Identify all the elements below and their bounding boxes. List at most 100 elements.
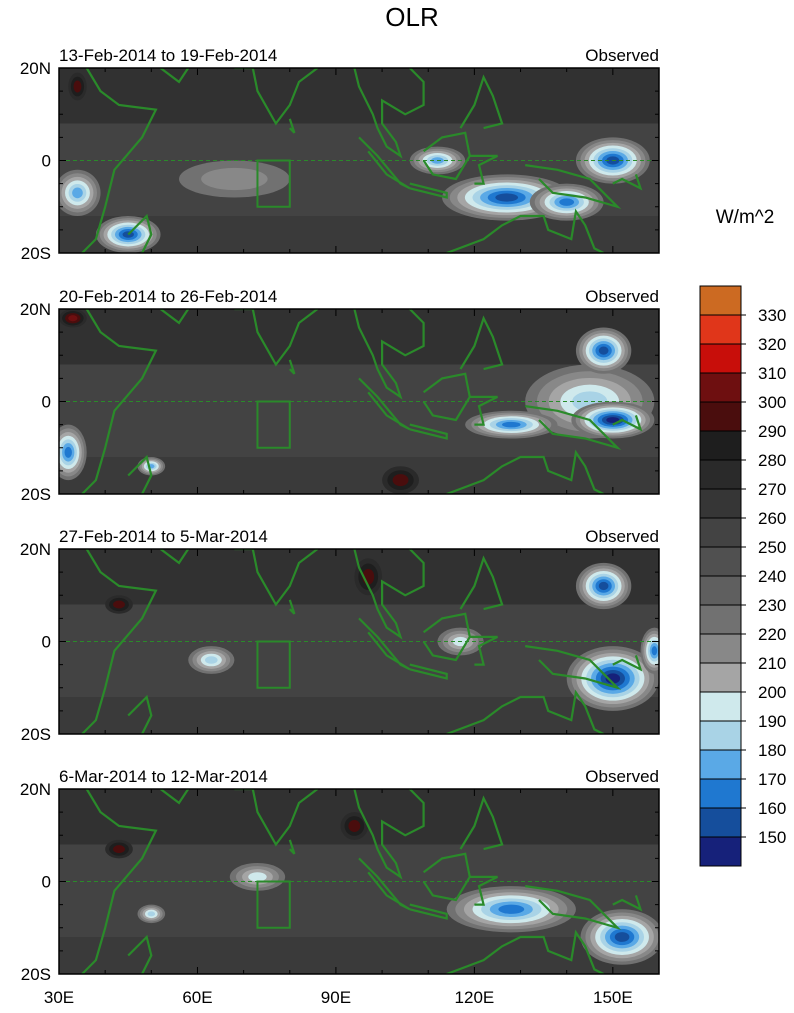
colorbar-label: 230 [758, 596, 786, 615]
colorbar-box [699, 314, 742, 345]
region-box [256, 159, 291, 208]
figure-title: OLR [385, 2, 438, 32]
colorbar-label: 170 [758, 770, 786, 789]
coastline [81, 549, 158, 734]
coastline [159, 789, 190, 805]
olr-contour [248, 872, 267, 882]
coastline [353, 68, 425, 159]
colorbar-unit-label: W/m^2 [716, 207, 775, 228]
coastline [288, 599, 296, 615]
colorbar-box [699, 459, 742, 490]
coastline [81, 789, 158, 974]
panel-date-range: 27-Feb-2014 to 5-Mar-2014 [59, 527, 268, 546]
colorbar-label: 180 [758, 741, 786, 760]
y-tick-label: 0 [42, 393, 51, 412]
colorbar-label: 260 [758, 509, 786, 528]
olr-contour [113, 600, 125, 609]
panel-date-range: 20-Feb-2014 to 26-Feb-2014 [59, 287, 277, 306]
coastline [469, 875, 498, 906]
coastline [409, 423, 448, 440]
coastline [525, 164, 622, 210]
y-tick-label: 0 [42, 873, 51, 892]
panel-status: Observed [585, 527, 659, 546]
coastline [459, 795, 504, 851]
panel-status: Observed [585, 287, 659, 306]
olr-contour [559, 198, 575, 206]
map-panel: 20N 0 20S 13-Feb-2014 to 19-Feb-2014 Observe… [20, 46, 660, 263]
coastline [288, 839, 296, 855]
coastline [159, 68, 190, 84]
x-tick-label: 60E [182, 988, 212, 1007]
colorbar-box [699, 488, 742, 519]
colorbar-box [699, 749, 742, 780]
olr-contour [598, 346, 609, 355]
panel-status: Observed [585, 767, 659, 786]
olr-contour [605, 673, 621, 684]
olr-contour [606, 417, 620, 423]
colorbar-label: 270 [758, 480, 786, 499]
colorbar-box [699, 836, 742, 867]
colorbar-box [699, 691, 742, 722]
map-panels: 20N 0 20S 13-Feb-2014 to 19-Feb-2014 Observe… [20, 46, 660, 1007]
coastline [459, 315, 504, 371]
olr-contour [73, 80, 82, 93]
coastline [409, 663, 448, 680]
coastline [446, 929, 605, 974]
coastline [469, 154, 498, 185]
olr-contour [201, 167, 268, 191]
colorbar-label: 330 [758, 306, 786, 325]
coastline [612, 655, 643, 672]
coastline [612, 895, 643, 912]
coastline [612, 174, 643, 191]
coastline [127, 213, 153, 253]
colorbar-box [699, 285, 742, 316]
coastline [446, 449, 605, 494]
coastline [525, 645, 622, 691]
coastline [234, 789, 319, 847]
panel-date-range: 13-Feb-2014 to 19-Feb-2014 [59, 46, 277, 65]
x-tick-label: 150E [593, 988, 633, 1007]
coastline [159, 549, 190, 565]
colorbar-label: 190 [758, 712, 786, 731]
y-tick-label: 20N [20, 540, 51, 559]
coastline [358, 857, 411, 911]
colorbar-label: 250 [758, 538, 786, 557]
y-tick-label: 20S [21, 485, 51, 504]
coastline [409, 903, 448, 920]
olr-contour [113, 845, 125, 854]
olr-contour [72, 187, 83, 199]
olr-contour [205, 656, 218, 664]
y-tick-label: 20S [21, 244, 51, 263]
colorbar-box [699, 778, 742, 809]
colorbar: 330 320 310 300 290 280 270 260 250 240 230 220 210 2… [699, 285, 786, 867]
olr-contour [68, 315, 78, 322]
coastline [81, 68, 158, 253]
coastline [409, 182, 448, 199]
map-field [59, 789, 659, 974]
coastline [234, 549, 319, 607]
colorbar-box [699, 343, 742, 374]
colorbar-label: 300 [758, 393, 786, 412]
y-tick-label: 20N [20, 59, 51, 78]
olr-contour [348, 820, 361, 832]
coastline [234, 309, 319, 367]
olr-contour [651, 646, 658, 656]
colorbar-box [699, 372, 742, 403]
colorbar-box [699, 401, 742, 432]
colorbar-box [699, 807, 742, 838]
y-tick-label: 20N [20, 300, 51, 319]
colorbar-label: 320 [758, 335, 786, 354]
map-panel: 20N 0 20S 27-Feb-2014 to 5-Mar-2014 Observed [20, 527, 660, 744]
olr-contour [502, 421, 521, 428]
colorbar-box [699, 604, 742, 635]
panel-date-range: 6-Mar-2014 to 12-Mar-2014 [59, 767, 268, 786]
x-tick-label: 120E [455, 988, 495, 1007]
olr-contour [392, 474, 409, 487]
coastline [127, 454, 153, 494]
colorbar-label: 150 [758, 828, 786, 847]
coastline [525, 405, 622, 451]
olr-contour [147, 911, 156, 917]
coastline [459, 555, 504, 611]
olr-contour [498, 904, 525, 914]
